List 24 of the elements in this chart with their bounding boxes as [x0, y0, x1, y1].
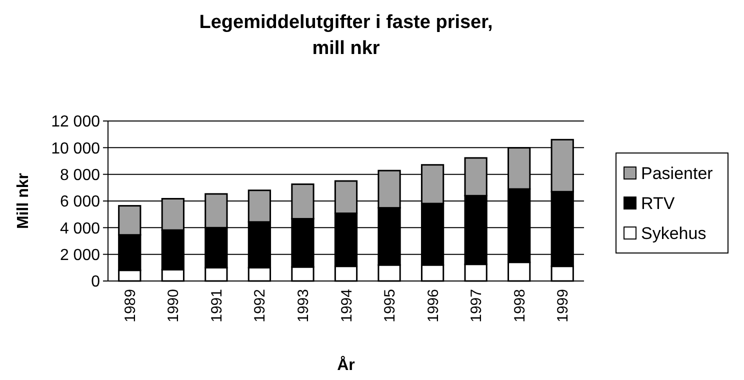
y-axis-title: Mill nkr: [15, 172, 32, 230]
x-tick-label: 1989: [122, 289, 139, 322]
y-tick-label: 8 000: [60, 166, 100, 184]
x-tick-label: 1998: [511, 289, 528, 322]
x-tick-label: 1991: [208, 289, 226, 322]
y-tick-label: 10 000: [51, 140, 100, 158]
y-tick-label: 4 000: [60, 220, 100, 238]
legend-label: Sykehus: [641, 224, 706, 243]
chart-title: Legemiddelutgifter i faste priser, mill nkr: [199, 12, 493, 59]
x-tick-label: 1995: [382, 289, 399, 322]
x-tick-label: 1997: [468, 289, 486, 322]
x-axis-title: År: [337, 355, 355, 374]
x-tick-label: 1992: [252, 289, 269, 322]
legend-label: Pasienter: [641, 164, 714, 183]
x-tick-label: 1993: [294, 289, 312, 322]
x-tick-label: 1990: [165, 289, 182, 322]
x-tick-label: 1994: [338, 289, 356, 322]
y-tick-label: 0: [91, 274, 100, 291]
x-tick-label: 1999: [554, 289, 572, 322]
y-tick-label: 12 000: [51, 114, 100, 131]
legend-label: RTV: [641, 194, 676, 213]
y-tick-label: 2 000: [60, 246, 100, 264]
y-tick-label: 6 000: [60, 194, 100, 211]
x-tick-label: 1996: [424, 289, 442, 322]
